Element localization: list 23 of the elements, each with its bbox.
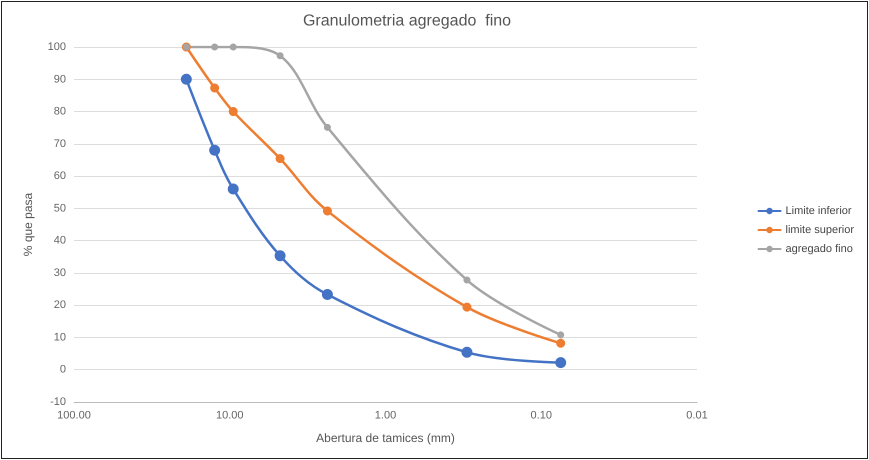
legend-label: limite superior xyxy=(786,224,854,236)
y-tick-label: 40 xyxy=(54,234,66,247)
x-axis-title: Abertura de tamices (mm) xyxy=(316,431,455,445)
y-tick-label: 60 xyxy=(54,170,66,182)
y-tick-label: 10 xyxy=(54,331,66,344)
y-tick-label: -10 xyxy=(50,396,66,408)
legend-label: Limite inferior xyxy=(786,205,852,217)
y-tick-label: 0 xyxy=(60,364,66,376)
y-tick-label: 100 xyxy=(48,41,66,53)
x-tick-label: 100.00 xyxy=(57,410,91,422)
y-axis-title: % que pasa xyxy=(21,192,35,256)
y-tick-label: 90 xyxy=(54,73,66,86)
y-tick-label: 20 xyxy=(54,299,66,312)
chart-title: Granulometria agregado fino xyxy=(302,12,512,30)
x-tick-label: 1.00 xyxy=(374,410,396,422)
x-tick-label: 0.10 xyxy=(530,410,552,422)
y-tick-label: 50 xyxy=(54,202,66,214)
x-tick-label: 10.00 xyxy=(216,410,244,422)
x-tick-label: 0.01 xyxy=(686,410,708,422)
y-tick-label: 70 xyxy=(54,138,66,150)
y-tick-label: 30 xyxy=(54,266,66,279)
legend-label: agregado fino xyxy=(786,243,853,255)
y-tick-label: 80 xyxy=(54,106,66,118)
